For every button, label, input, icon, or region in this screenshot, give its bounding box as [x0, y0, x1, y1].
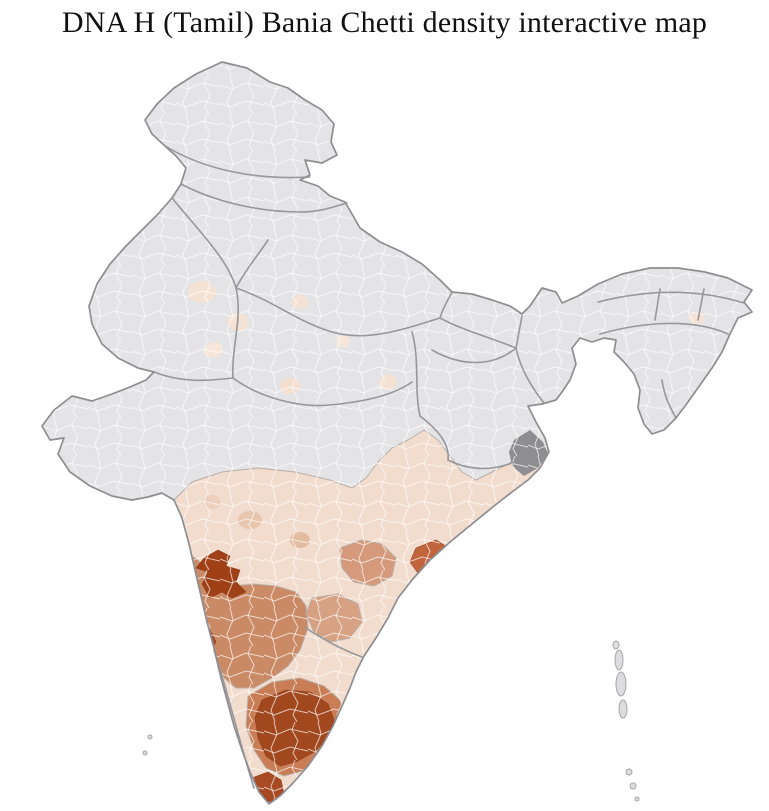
- andaman-nicobar-islands[interactable]: [612, 640, 640, 802]
- island-shape[interactable]: [625, 768, 633, 776]
- country-outline: [41, 61, 753, 805]
- island-shape[interactable]: [142, 750, 148, 756]
- island-shape[interactable]: [612, 640, 620, 650]
- island-shape[interactable]: [618, 699, 628, 719]
- region-konkan-coast-district[interactable]: [153, 505, 180, 533]
- island-shape[interactable]: [629, 782, 637, 790]
- map-title: DNA H (Tamil) Bania Chetti density inter…: [61, 6, 708, 39]
- island-shape[interactable]: [614, 649, 624, 671]
- island-shape[interactable]: [634, 796, 640, 802]
- lakshadweep-islands[interactable]: [142, 734, 153, 756]
- state-borders: [153, 145, 745, 789]
- island-shape[interactable]: [615, 671, 627, 697]
- island-shape[interactable]: [147, 734, 153, 740]
